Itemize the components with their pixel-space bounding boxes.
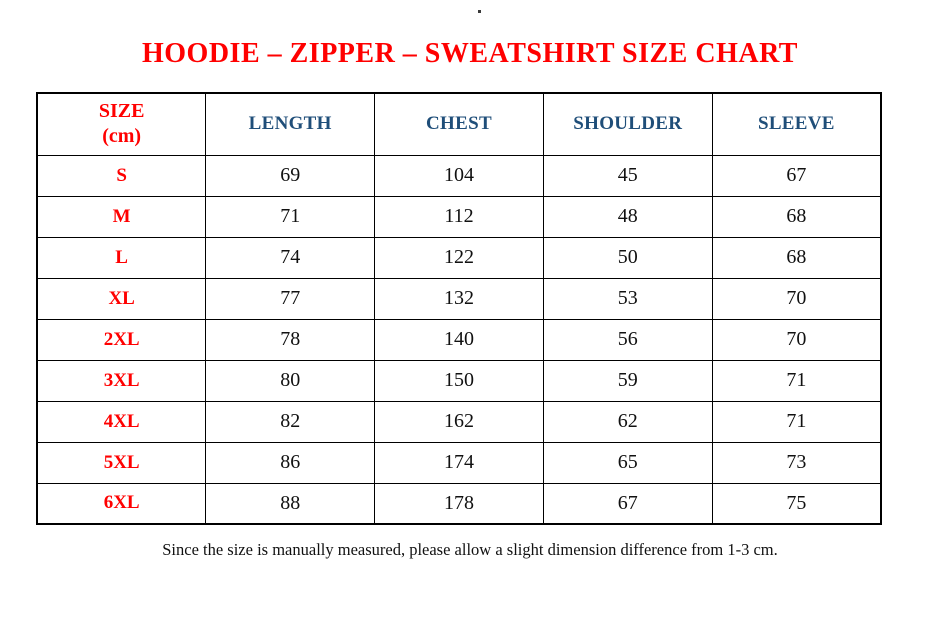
measurement-cell: 80 — [205, 359, 376, 402]
measurement-cell: 65 — [542, 441, 713, 484]
measurement-cell: 78 — [205, 318, 376, 361]
table-row: 4XL 82 162 62 71 — [36, 400, 882, 443]
size-label-cell: XL — [36, 277, 207, 320]
measurement-cell: 71 — [205, 195, 376, 238]
header-row: SIZE (cm) LENGTH CHEST SHOULDER SLEEVE — [36, 92, 882, 156]
measurement-cell: 112 — [374, 195, 544, 238]
measurement-cell: 62 — [542, 400, 713, 443]
size-label-cell: 3XL — [36, 359, 207, 402]
measurement-cell: 67 — [542, 482, 713, 525]
measurement-cell: 86 — [205, 441, 376, 484]
size-chart-header: SIZE (cm) LENGTH CHEST SHOULDER SLEEVE — [36, 92, 882, 156]
size-label-cell: 5XL — [36, 441, 207, 484]
table-row: XL 77 132 53 70 — [36, 277, 882, 320]
size-label-cell: 2XL — [36, 318, 207, 361]
table-row: L 74 122 50 68 — [36, 236, 882, 279]
measurement-cell: 50 — [542, 236, 713, 279]
column-header-size: SIZE (cm) — [36, 92, 207, 156]
measurement-cell: 56 — [542, 318, 713, 361]
table-row: S 69 104 45 67 — [36, 154, 882, 197]
size-chart-table: SIZE (cm) LENGTH CHEST SHOULDER SLEEVE S… — [36, 92, 882, 525]
measurement-cell: 122 — [374, 236, 544, 279]
size-label-cell: S — [36, 154, 207, 197]
size-label-cell: M — [36, 195, 207, 238]
measurement-cell: 48 — [542, 195, 713, 238]
measurement-cell: 69 — [205, 154, 376, 197]
measurement-cell: 71 — [711, 400, 882, 443]
measurement-cell: 74 — [205, 236, 376, 279]
measurement-cell: 77 — [205, 277, 376, 320]
measurement-cell: 140 — [374, 318, 544, 361]
measurement-cell: 132 — [374, 277, 544, 320]
column-header-chest: CHEST — [374, 92, 544, 156]
table-row: 2XL 78 140 56 70 — [36, 318, 882, 361]
measurement-cell: 68 — [711, 195, 882, 238]
measurement-cell: 104 — [374, 154, 544, 197]
measurement-cell: 75 — [711, 482, 882, 525]
table-row: 5XL 86 174 65 73 — [36, 441, 882, 484]
size-chart-body: S 69 104 45 67 M 71 112 48 68 L 74 122 50 68 XL 77 132 53 7… — [36, 154, 882, 525]
measurement-cell: 67 — [711, 154, 882, 197]
column-header-sleeve: SLEEVE — [711, 92, 882, 156]
measurement-cell: 53 — [542, 277, 713, 320]
page-title: HOODIE – ZIPPER – SWEATSHIRT SIZE CHART — [142, 38, 798, 69]
table-row: 3XL 80 150 59 71 — [36, 359, 882, 402]
size-label-cell: 6XL — [36, 482, 207, 525]
measurement-disclaimer: Since the size is manually measured, ple… — [162, 540, 778, 559]
measurement-cell: 82 — [205, 400, 376, 443]
size-label-cell: L — [36, 236, 207, 279]
measurement-cell: 70 — [711, 318, 882, 361]
measurement-cell: 45 — [542, 154, 713, 197]
measurement-cell: 70 — [711, 277, 882, 320]
measurement-cell: 71 — [711, 359, 882, 402]
measurement-cell: 150 — [374, 359, 544, 402]
measurement-cell: 59 — [542, 359, 713, 402]
column-header-shoulder: SHOULDER — [542, 92, 713, 156]
measurement-cell: 68 — [711, 236, 882, 279]
dot-artifact — [478, 10, 481, 13]
size-label-cell: 4XL — [36, 400, 207, 443]
table-row: M 71 112 48 68 — [36, 195, 882, 238]
column-header-length: LENGTH — [205, 92, 376, 156]
table-row: 6XL 88 178 67 75 — [36, 482, 882, 525]
measurement-cell: 162 — [374, 400, 544, 443]
measurement-cell: 88 — [205, 482, 376, 525]
measurement-cell: 178 — [374, 482, 544, 525]
measurement-cell: 174 — [374, 441, 544, 484]
measurement-cell: 73 — [711, 441, 882, 484]
